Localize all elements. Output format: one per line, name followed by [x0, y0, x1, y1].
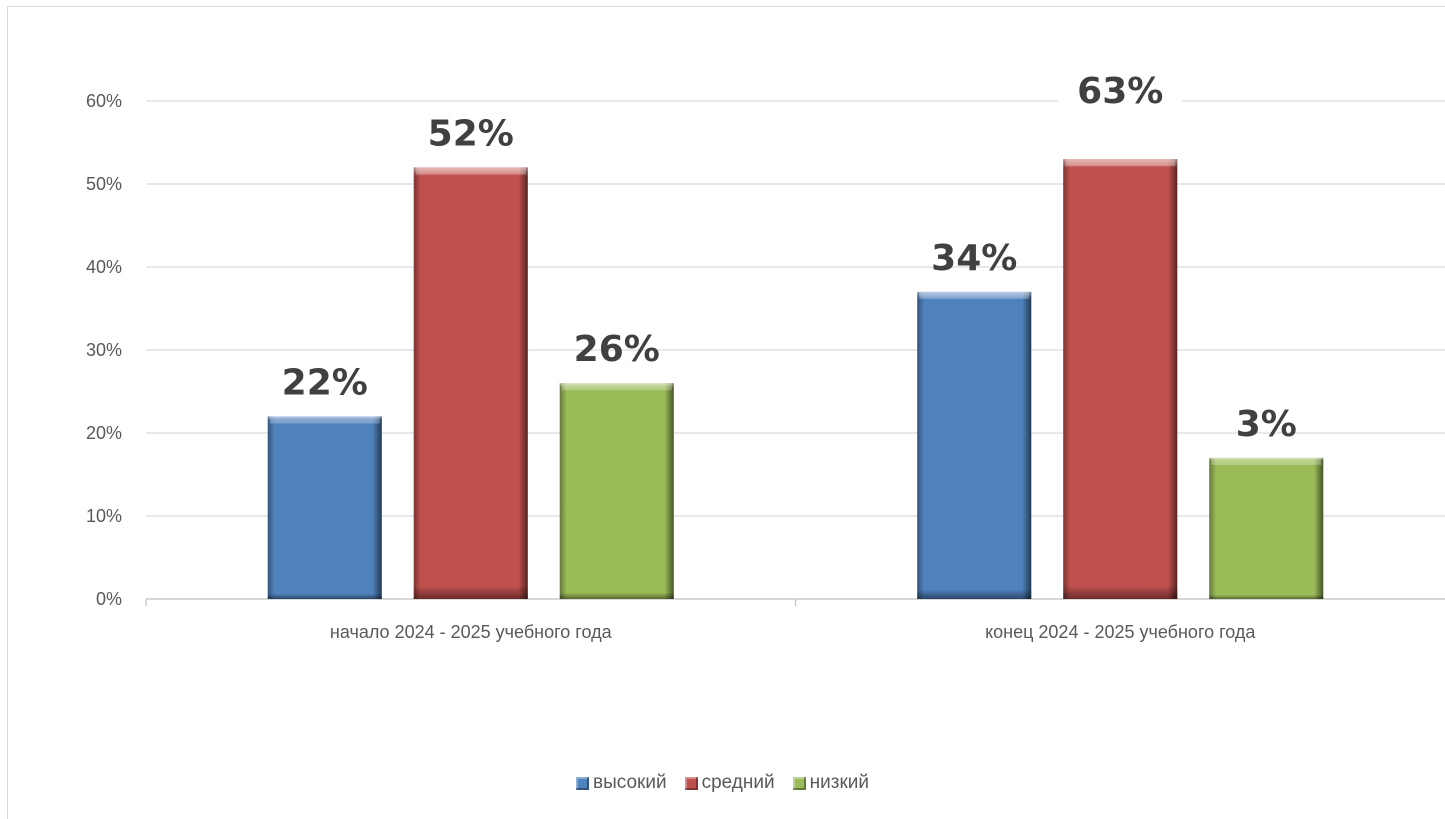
data-label: 26% [574, 329, 660, 370]
legend-label: низкий [809, 772, 869, 793]
y-tick-label: 60% [86, 91, 122, 111]
data-label: 63% [1077, 71, 1163, 112]
legend-item-средний: средний [684, 772, 775, 794]
data-label: 34% [931, 238, 1017, 279]
bar-средний-1 [413, 167, 528, 599]
y-tick-label: 50% [86, 174, 122, 194]
y-tick-label: 40% [86, 257, 122, 277]
legend-swatch [576, 776, 590, 790]
legend-item-низкий: низкий [792, 772, 869, 794]
data-labels: 22% 52% 26% 34% 63% 3% [282, 69, 1297, 445]
y-tick-label: 0% [96, 589, 122, 609]
bar-высокий-1 [267, 416, 382, 599]
y-axis-ticks: 0% 10% 20% 30% 40% 50% 60% [86, 91, 122, 609]
bar-средний-2 [1063, 159, 1178, 599]
bars [267, 159, 1324, 599]
data-label-background [1058, 69, 1183, 113]
legend-label: высокий [593, 772, 667, 793]
bar-низкий-1 [559, 383, 674, 599]
chart-frame [7, 6, 1445, 819]
legend-swatch [684, 776, 698, 790]
legend-label: средний [701, 772, 775, 793]
legend-item-высокий: высокий [576, 772, 667, 794]
data-label: 3% [1236, 404, 1297, 445]
x-category-label: начало 2024 - 2025 учебного года [330, 622, 613, 642]
x-category-label: конец 2024 - 2025 учебного года [985, 622, 1256, 642]
bar-низкий-2 [1209, 457, 1324, 599]
y-tick-label: 10% [86, 506, 122, 526]
legend-swatch [792, 776, 806, 790]
x-axis-categories: начало 2024 - 2025 учебного года конец 20… [330, 622, 1256, 642]
data-label: 52% [428, 113, 514, 154]
bar-высокий-2 [917, 291, 1032, 599]
y-tick-label: 20% [86, 423, 122, 443]
data-label: 22% [282, 362, 368, 403]
legend: высокий средний низкий [0, 772, 1445, 796]
y-tick-label: 30% [86, 340, 122, 360]
